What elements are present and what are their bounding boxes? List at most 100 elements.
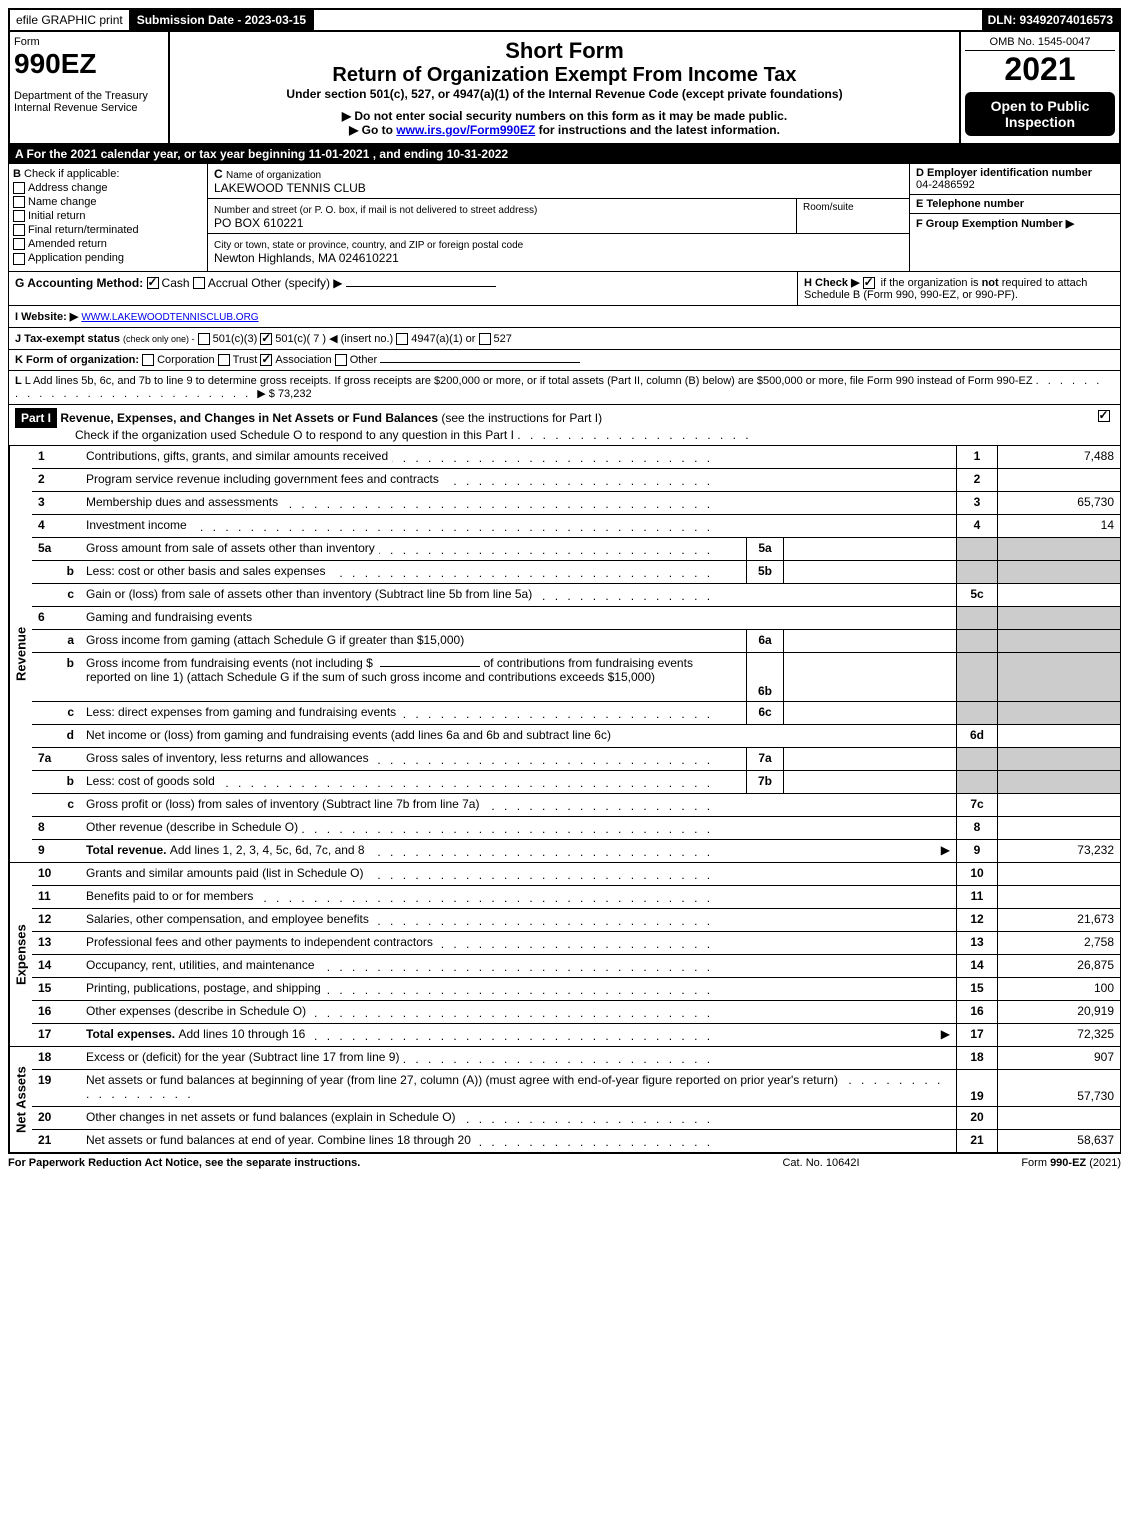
- irs-link[interactable]: www.irs.gov/Form990EZ: [396, 123, 535, 137]
- header-center: Short Form Return of Organization Exempt…: [170, 32, 959, 143]
- street-value: PO BOX 610221: [214, 216, 303, 230]
- l-amount: ▶ $ 73,232: [257, 388, 311, 400]
- line-12: 12 Salaries, other compensation, and emp…: [32, 909, 1120, 932]
- section-k: K Form of organization: Corporation Trus…: [8, 350, 1121, 371]
- check-if-applicable: Check if applicable:: [24, 168, 119, 180]
- efile-label[interactable]: efile GRAPHIC print: [10, 10, 131, 30]
- assoc-label: Association: [275, 354, 331, 366]
- dln: DLN: 93492074016573: [982, 10, 1119, 30]
- 527-check[interactable]: [479, 333, 491, 345]
- expenses-table: Expenses 10 Grants and similar amounts p…: [8, 863, 1121, 1047]
- paperwork-notice: For Paperwork Reduction Act Notice, see …: [8, 1157, 721, 1169]
- name-change-check[interactable]: Name change: [13, 196, 203, 208]
- omb-number: OMB No. 1545-0047: [965, 36, 1115, 51]
- final-return-check[interactable]: Final return/terminated: [13, 224, 203, 236]
- line-5c: c Gain or (loss) from sale of assets oth…: [32, 584, 1120, 607]
- line-6c: c Less: direct expenses from gaming and …: [32, 702, 1120, 725]
- line-13: 13 Professional fees and other payments …: [32, 932, 1120, 955]
- application-pending-check[interactable]: Application pending: [13, 252, 203, 264]
- j-paren: (check only one) -: [123, 334, 195, 344]
- irs-label: Internal Revenue Service: [14, 102, 164, 114]
- address-change-check[interactable]: Address change: [13, 182, 203, 194]
- corp-check[interactable]: [142, 354, 154, 366]
- line-14: 14 Occupancy, rent, utilities, and maint…: [32, 955, 1120, 978]
- revenue-vert-label: Revenue: [9, 446, 32, 862]
- corp-label: Corporation: [157, 354, 214, 366]
- 501c3-check[interactable]: [198, 333, 210, 345]
- name-of-org-label: Name of organization: [226, 170, 321, 181]
- 527-label: 527: [494, 333, 512, 345]
- 501c-check[interactable]: [260, 333, 272, 345]
- i-label: I Website: ▶: [15, 311, 78, 323]
- line-16: 16 Other expenses (describe in Schedule …: [32, 1001, 1120, 1024]
- line-6d: d Net income or (loss) from gaming and f…: [32, 725, 1120, 748]
- assoc-check[interactable]: [260, 354, 272, 366]
- line-7a: 7a Gross sales of inventory, less return…: [32, 748, 1120, 771]
- cat-number: Cat. No. 10642I: [721, 1157, 921, 1169]
- line-17: 17 Total expenses. Add lines 10 through …: [32, 1024, 1120, 1046]
- line-15: 15 Printing, publications, postage, and …: [32, 978, 1120, 1001]
- accrual-label: Accrual: [208, 276, 248, 290]
- line-4: 4 Investment income 4 14: [32, 515, 1120, 538]
- k-label: K Form of organization:: [15, 354, 139, 366]
- room-suite-label: Room/suite: [796, 199, 909, 233]
- h-text2: if the organization is: [881, 277, 982, 289]
- header-left: Form 990EZ Department of the Treasury In…: [10, 32, 170, 143]
- initial-return-check[interactable]: Initial return: [13, 210, 203, 222]
- section-a-line: A For the 2021 calendar year, or tax yea…: [8, 145, 1121, 164]
- section-l: L L Add lines 5b, 6c, and 7b to line 9 t…: [8, 371, 1121, 405]
- section-def: D Employer identification number 04-2486…: [909, 164, 1120, 271]
- line-20: 20 Other changes in net assets or fund b…: [32, 1107, 1120, 1130]
- line-18: 18 Excess or (deficit) for the year (Sub…: [32, 1047, 1120, 1070]
- org-name: LAKEWOOD TENNIS CLUB: [214, 181, 366, 195]
- form-ref: Form 990-EZ (2021): [921, 1157, 1121, 1169]
- top-bar: efile GRAPHIC print Submission Date - 20…: [8, 8, 1121, 32]
- header-block: Form 990EZ Department of the Treasury In…: [8, 32, 1121, 145]
- line-2: 2 Program service revenue including gove…: [32, 469, 1120, 492]
- line-21: 21 Net assets or fund balances at end of…: [32, 1130, 1120, 1152]
- line-9: 9 Total revenue. Add lines 1, 2, 3, 4, 5…: [32, 840, 1120, 862]
- line-5a: 5a Gross amount from sale of assets othe…: [32, 538, 1120, 561]
- part-1-check-text: Check if the organization used Schedule …: [75, 428, 514, 442]
- ein-cell: D Employer identification number 04-2486…: [910, 164, 1120, 195]
- line-8: 8 Other revenue (describe in Schedule O)…: [32, 817, 1120, 840]
- form-number: 990EZ: [14, 48, 164, 80]
- line-7c: c Gross profit or (loss) from sales of i…: [32, 794, 1120, 817]
- tel-cell: E Telephone number: [910, 195, 1120, 214]
- goto-post: for instructions and the latest informat…: [535, 123, 780, 137]
- cash-check[interactable]: [147, 277, 159, 289]
- 4947-check[interactable]: [396, 333, 408, 345]
- schedule-o-check[interactable]: [1098, 410, 1110, 422]
- other-check[interactable]: [335, 354, 347, 366]
- line-19: 19 Net assets or fund balances at beginn…: [32, 1070, 1120, 1107]
- part-1-label: Part I: [15, 408, 57, 428]
- group-exemption-label: F Group Exemption Number ▶: [916, 218, 1074, 230]
- trust-check[interactable]: [218, 354, 230, 366]
- other-label: Other: [350, 354, 378, 366]
- part-1-title: Revenue, Expenses, and Changes in Net As…: [60, 411, 438, 425]
- under-section: Under section 501(c), 527, or 4947(a)(1)…: [176, 87, 953, 101]
- line-6: 6 Gaming and fundraising events: [32, 607, 1120, 630]
- header-right: OMB No. 1545-0047 2021 Open to Public In…: [959, 32, 1119, 143]
- amended-return-check[interactable]: Amended return: [13, 238, 203, 250]
- return-title: Return of Organization Exempt From Incom…: [176, 64, 953, 87]
- section-h: H Check ▶ if the organization is not req…: [797, 272, 1120, 305]
- c-label: C: [214, 167, 223, 181]
- accrual-check[interactable]: [193, 277, 205, 289]
- revenue-table: Revenue 1 Contributions, gifts, grants, …: [8, 446, 1121, 863]
- section-b: B Check if applicable: Address change Na…: [9, 164, 208, 271]
- cash-label: Cash: [162, 276, 190, 290]
- section-g: G Accounting Method: Cash Accrual Other …: [9, 272, 797, 305]
- ein-label: D Employer identification number: [916, 167, 1092, 179]
- submission-date: Submission Date - 2023-03-15: [131, 10, 314, 30]
- h-label: H Check ▶: [804, 277, 860, 289]
- h-check[interactable]: [863, 277, 875, 289]
- line-6a: a Gross income from gaming (attach Sched…: [32, 630, 1120, 653]
- street-label: Number and street (or P. O. box, if mail…: [214, 205, 537, 216]
- website-link[interactable]: WWW.LAKEWOODTENNISCLUB.ORG: [81, 312, 258, 323]
- info-block: B Check if applicable: Address change Na…: [8, 164, 1121, 272]
- dept-treasury: Department of the Treasury: [14, 90, 164, 102]
- l-text: L Add lines 5b, 6c, and 7b to line 9 to …: [25, 375, 1033, 387]
- 4947-label: 4947(a)(1) or: [411, 333, 475, 345]
- j-label: J Tax-exempt status: [15, 333, 120, 345]
